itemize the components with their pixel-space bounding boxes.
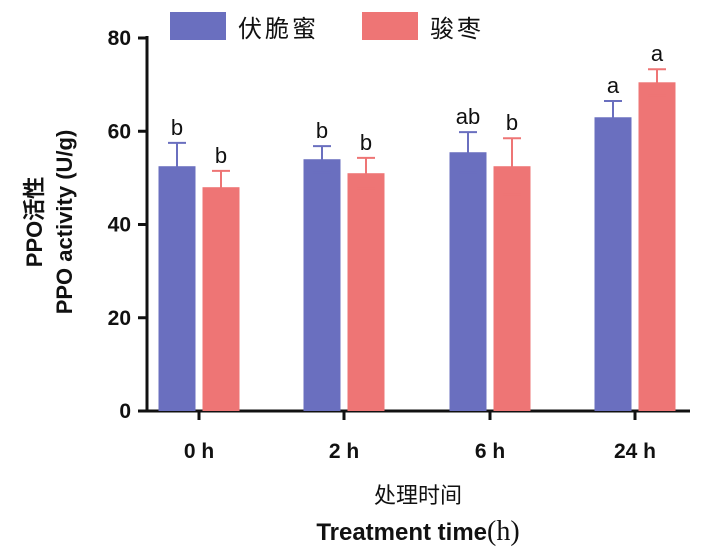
legend: 伏脆蜜 骏枣 xyxy=(170,12,484,43)
bar-1-2 xyxy=(449,152,487,411)
bar-2-2 xyxy=(493,166,531,411)
y-tick-label: 20 xyxy=(108,307,131,330)
plot-area: 0 20 40 60 80 b b 0 h b b 2 h ab b 6 h a a 24 h xyxy=(108,27,690,463)
bar-2-3 xyxy=(638,82,676,411)
x-axis-label-en-line: Treatment time(h) xyxy=(316,516,519,547)
y-tick-label: 80 xyxy=(108,27,131,50)
bar-2-1 xyxy=(347,173,385,411)
significance-label: b xyxy=(215,143,227,168)
y-tick-label: 60 xyxy=(108,120,131,143)
x-tick-label: 24 h xyxy=(614,440,656,463)
bar-1-0 xyxy=(158,166,196,411)
x-axis-label-en: Treatment time xyxy=(316,519,487,546)
x-axis-label-unit: (h) xyxy=(487,516,520,547)
legend-swatch-series-1 xyxy=(170,12,226,40)
bar-1-1 xyxy=(303,159,341,411)
significance-label: b xyxy=(316,118,328,143)
significance-label: b xyxy=(171,115,183,140)
legend-swatch-series-2 xyxy=(362,12,418,40)
legend-label-series-2: 骏枣 xyxy=(430,15,484,43)
y-tick-label: 0 xyxy=(119,400,131,423)
y-axis-label-en: PPO activity (U/g) xyxy=(52,130,77,315)
significance-label: ab xyxy=(456,104,480,129)
significance-label: b xyxy=(506,110,518,135)
significance-label: b xyxy=(360,130,372,155)
legend-label-series-1: 伏脆蜜 xyxy=(238,15,319,43)
significance-label: a xyxy=(607,73,620,98)
y-axis-label-cn: PPO活性 xyxy=(22,177,47,267)
significance-label: a xyxy=(651,41,664,66)
x-tick-label: 6 h xyxy=(475,440,505,463)
x-axis-label-cn: 处理时间 xyxy=(374,484,462,509)
x-tick-label: 2 h xyxy=(329,440,359,463)
bar-1-3 xyxy=(594,117,632,411)
y-tick-label: 40 xyxy=(108,214,131,237)
bar-2-0 xyxy=(202,187,240,411)
x-tick-label: 0 h xyxy=(184,440,214,463)
x-axis-title: 处理时间 Treatment time(h) xyxy=(316,484,519,547)
y-axis-title: PPO活性 PPO activity (U/g) xyxy=(22,130,77,315)
